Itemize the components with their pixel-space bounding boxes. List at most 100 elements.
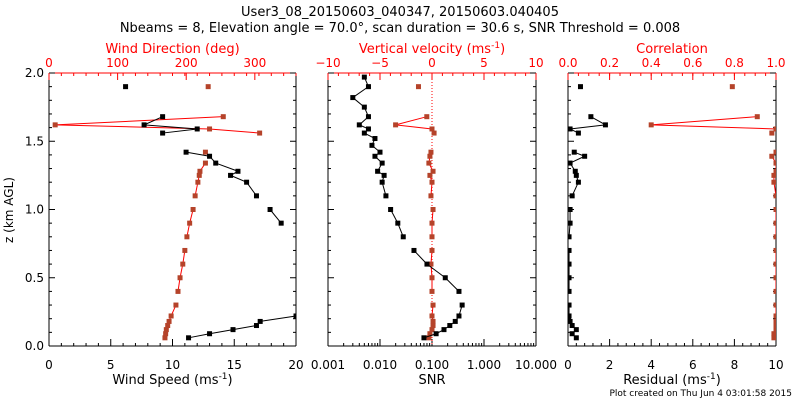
correlation-point xyxy=(773,234,776,240)
wind-speed-segment xyxy=(260,315,296,322)
residual-point xyxy=(575,130,581,136)
residual-point xyxy=(568,234,572,240)
residual-point xyxy=(572,168,578,174)
vertical-velocity-point xyxy=(430,318,436,324)
snr-point xyxy=(456,288,462,294)
wind-speed-point xyxy=(160,114,166,120)
wind-speed-point xyxy=(293,313,296,319)
correlation-point xyxy=(773,193,776,199)
wind-speed-point xyxy=(123,84,129,90)
wind-speed-segment xyxy=(162,128,198,134)
x-top-tick-label: 0.8 xyxy=(725,56,744,70)
wind-speed-point xyxy=(160,130,166,136)
vertical-velocity-point xyxy=(428,149,434,155)
residual-point xyxy=(575,179,581,185)
wind-direction-segment xyxy=(209,128,260,134)
snr-point xyxy=(365,84,371,90)
wind-direction-point xyxy=(202,160,208,166)
correlation-point xyxy=(648,122,654,128)
vertical-velocity-point xyxy=(429,234,435,240)
snr-point xyxy=(356,122,362,128)
wind-direction-point xyxy=(177,275,183,281)
correlation-point xyxy=(773,261,776,267)
vertical-velocity-segment xyxy=(395,116,427,126)
x-bottom-axis-label-end: ) xyxy=(716,373,721,388)
wind-direction-segment xyxy=(55,116,224,126)
vertical-velocity-point xyxy=(426,160,432,166)
wind-speed-point xyxy=(183,149,189,155)
wind-direction-series xyxy=(52,84,263,341)
wind-speed-segment xyxy=(144,124,198,130)
y-tick-label: 0.0 xyxy=(25,339,44,353)
residual-series xyxy=(568,84,608,341)
snr-point xyxy=(433,331,439,337)
wind-speed-point xyxy=(207,153,213,159)
vertical-velocity-point xyxy=(427,153,433,159)
x-bottom-tick-label: 0.001 xyxy=(311,358,345,372)
vertical-velocity-point xyxy=(429,327,435,333)
wind-direction-point xyxy=(197,168,203,174)
correlation-point xyxy=(773,160,776,166)
vertical-velocity-point xyxy=(430,207,436,212)
correlation-point xyxy=(773,247,776,253)
snr-point xyxy=(361,104,367,110)
x-top-axis-label-text: Correlation xyxy=(636,42,708,57)
wind-direction-point xyxy=(180,261,186,267)
x-bottom-tick-label: 10 xyxy=(165,358,180,372)
vertical-velocity-point xyxy=(430,323,436,329)
residual-point xyxy=(568,318,573,324)
snr-point xyxy=(383,193,389,199)
wind-direction-point xyxy=(195,179,201,185)
residual-point xyxy=(568,160,573,166)
snr-point xyxy=(361,130,367,136)
snr-point xyxy=(379,160,385,166)
snr-series xyxy=(350,74,465,341)
vertical-velocity-point xyxy=(431,130,437,136)
correlation-segment xyxy=(651,116,758,126)
x-bottom-axis-label-end: ) xyxy=(228,373,233,388)
snr-point xyxy=(361,74,367,80)
x-bottom-tick-label: 0.010 xyxy=(363,358,397,372)
correlation-point xyxy=(773,327,776,333)
correlation-point xyxy=(773,149,776,155)
residual-point xyxy=(569,331,575,337)
residual-point xyxy=(577,84,583,90)
snr-segment xyxy=(352,86,369,98)
x-top-tick-label: 5 xyxy=(480,56,488,70)
snr-point xyxy=(452,318,458,324)
correlation-point xyxy=(769,153,775,159)
wind-speed-segment xyxy=(215,162,239,172)
residual-point xyxy=(568,247,572,253)
correlation-point xyxy=(773,313,776,319)
x-bottom-axis-label: Wind Speed (ms-1) xyxy=(112,372,232,388)
vertical-velocity-point xyxy=(429,288,435,294)
snr-point xyxy=(375,168,381,174)
correlation-point xyxy=(773,168,776,174)
residual-point xyxy=(568,288,572,294)
x-top-tick-label: 10 xyxy=(528,56,543,70)
wind-direction-point xyxy=(184,234,190,240)
correlation-point xyxy=(754,114,760,120)
correlation-series xyxy=(648,84,776,341)
correlation-point xyxy=(773,302,776,308)
residual-point xyxy=(568,126,573,132)
snr-point xyxy=(441,327,447,333)
x-top-tick-label: 0.6 xyxy=(683,56,702,70)
vertical-velocity-point xyxy=(426,335,432,341)
x-top-axis-label: Vertical velocity (ms-1) xyxy=(359,41,505,57)
snr-point xyxy=(421,335,427,341)
wind-speed-segment xyxy=(232,325,257,331)
wind-direction-point xyxy=(205,84,211,90)
correlation-point xyxy=(773,126,776,132)
residual-point xyxy=(568,275,572,281)
x-top-tick-label: −5 xyxy=(371,56,389,70)
x-top-tick-label: 0.0 xyxy=(558,56,577,70)
snr-point xyxy=(381,172,387,178)
x-bottom-tick-label: 20 xyxy=(288,358,303,372)
wind-speed-point xyxy=(235,168,241,174)
x-top-axis-label: Correlation xyxy=(636,42,708,57)
residual-point xyxy=(569,193,575,199)
wind-direction-point xyxy=(182,247,188,253)
